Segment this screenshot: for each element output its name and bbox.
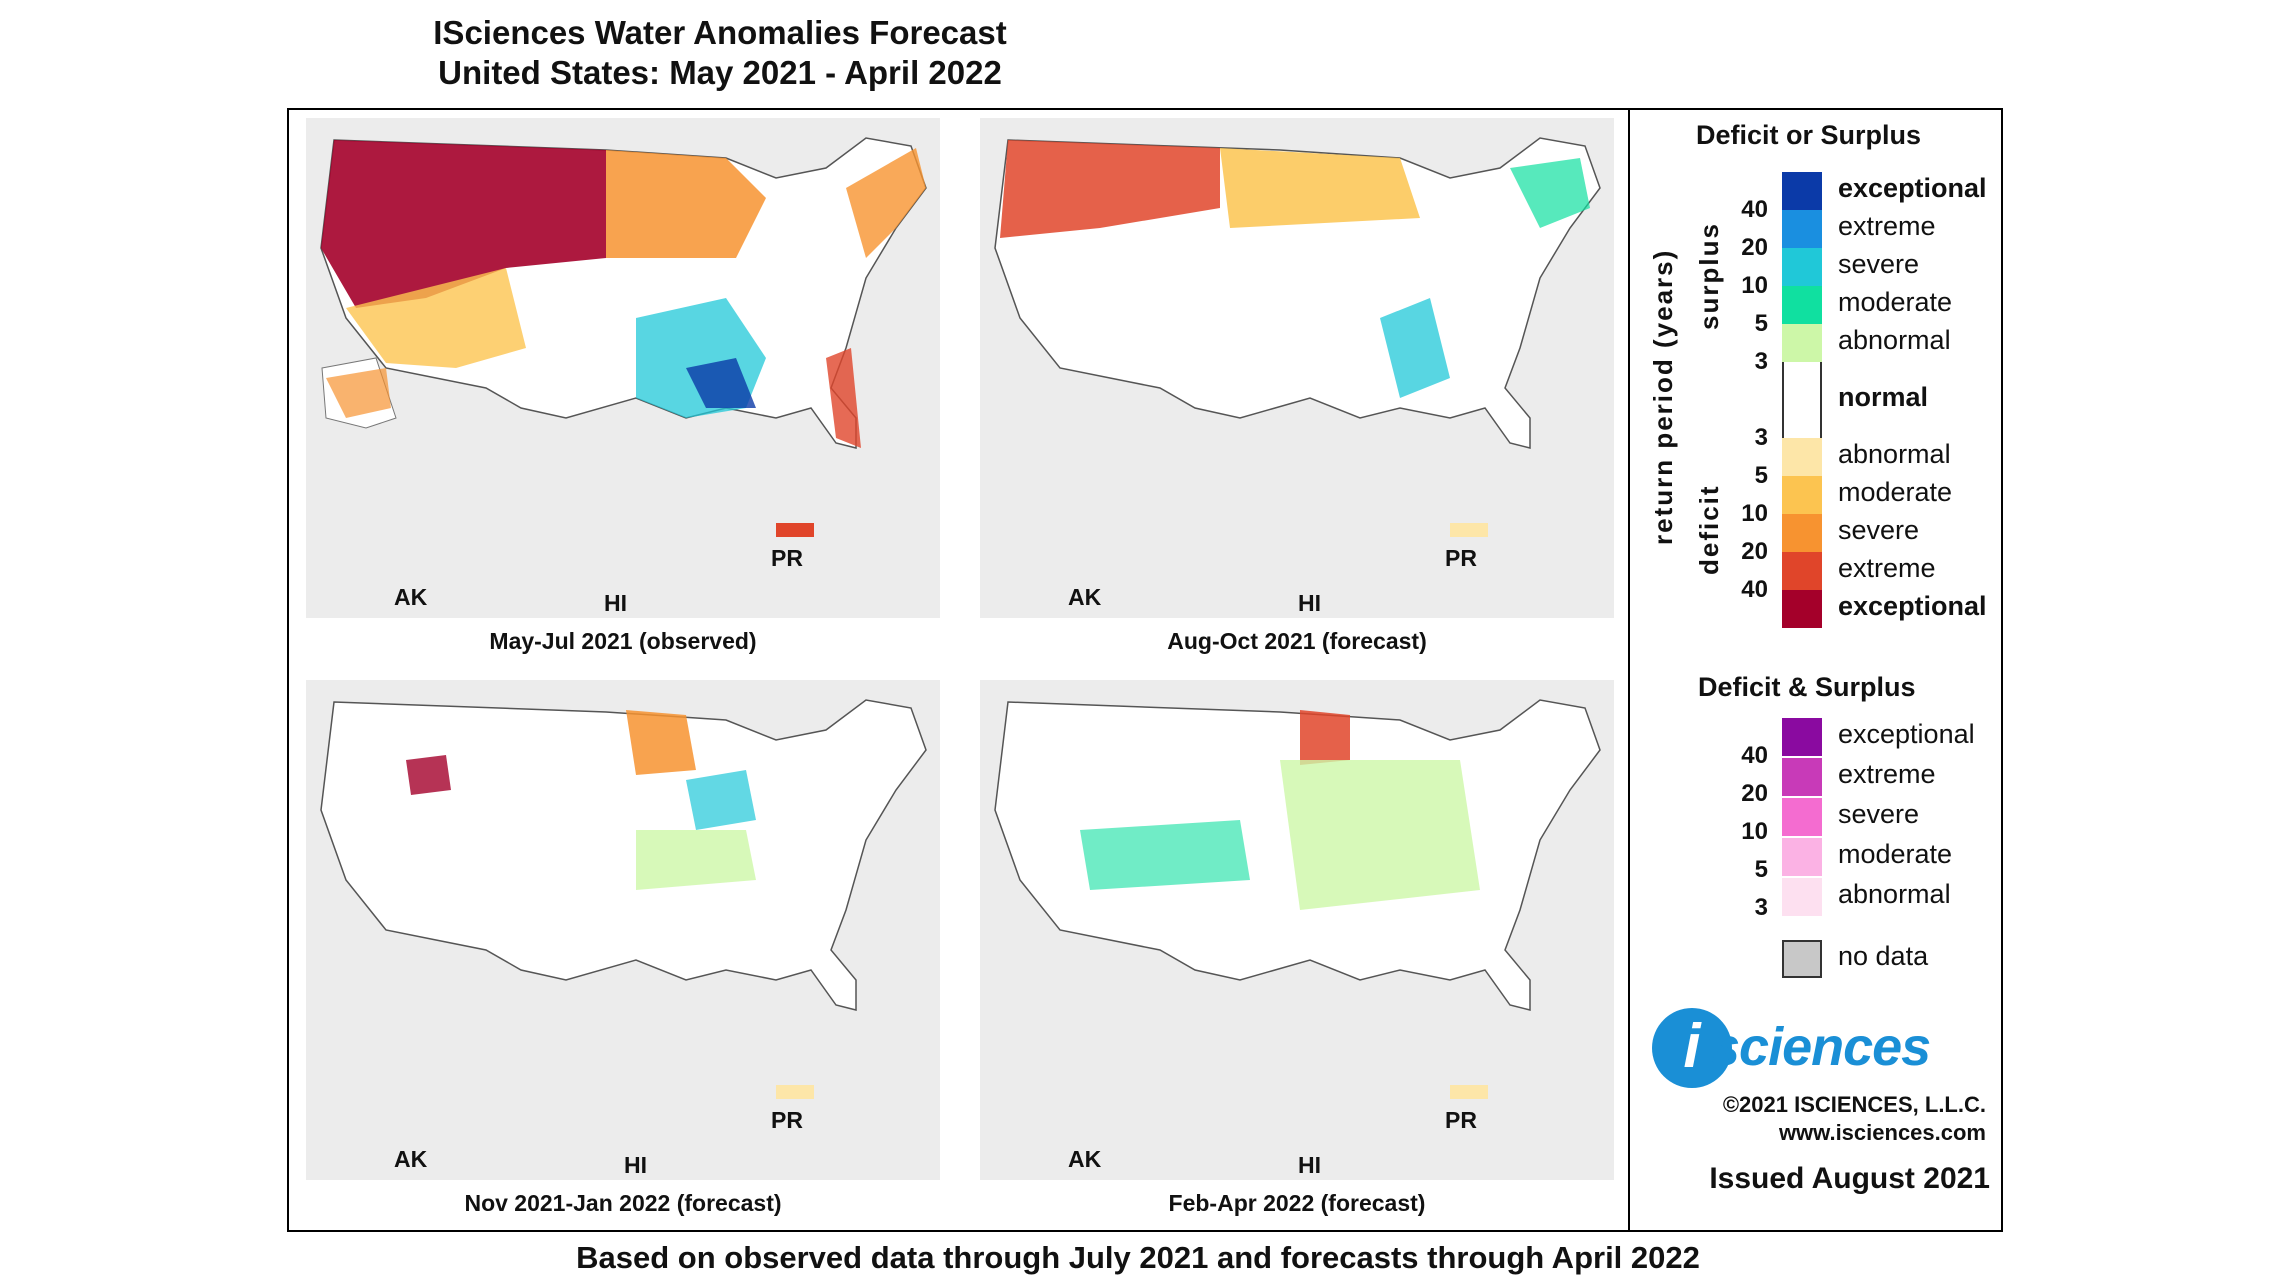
num-surplus-40: 40 <box>1741 196 1768 223</box>
website: www.isciences.com <box>1778 1120 1986 1145</box>
swatch-both-abnormal <box>1782 878 1822 916</box>
isciences-logo-text: sciences <box>1710 1017 1931 1077</box>
num-both-3: 3 <box>1754 894 1768 921</box>
issued-date: Issued August 2021 <box>1709 1162 1990 1195</box>
label-pr-p1: PR <box>771 545 803 571</box>
swatch-both-exceptional <box>1782 718 1822 756</box>
caption-p2: Aug-Oct 2021 (forecast) <box>1167 628 1427 654</box>
swatch-deficit-abnormal <box>1782 438 1822 476</box>
us-map-aug-oct <box>994 137 1601 537</box>
caption-p4: Feb-Apr 2022 (forecast) <box>1168 1190 1426 1216</box>
label-hi-p1: HI <box>604 590 627 616</box>
num-deficit-40: 40 <box>1741 576 1768 603</box>
label-both-abnormal: abnormal <box>1838 879 1951 909</box>
num-both-10: 10 <box>1741 818 1768 845</box>
label-ak-p2: AK <box>1068 584 1102 610</box>
swatch-normal <box>1782 362 1822 438</box>
num-deficit-5: 5 <box>1754 462 1768 489</box>
label-hi-p4: HI <box>1298 1152 1321 1178</box>
caption-p1: May-Jul 2021 (observed) <box>489 628 757 654</box>
label-deficit-extreme: extreme <box>1838 553 1936 583</box>
label-both-extreme: extreme <box>1838 759 1936 789</box>
label-surplus-severe: severe <box>1838 249 1920 279</box>
panel-may-jul-2021 <box>306 118 940 618</box>
label-both-exceptional: exceptional <box>1838 719 1975 749</box>
label-pr-p3: PR <box>771 1107 803 1133</box>
label-surplus-moderate: moderate <box>1838 287 1953 317</box>
legend-divider <box>1628 108 1630 1232</box>
label-both-severe: severe <box>1838 799 1920 829</box>
num-both-5: 5 <box>1754 856 1768 883</box>
us-map-feb-apr <box>994 699 1601 1099</box>
swatch-both-moderate <box>1782 838 1822 876</box>
swatch-deficit-extreme <box>1782 552 1822 590</box>
swatch-surplus-abnormal <box>1782 324 1822 362</box>
swatch-deficit-severe <box>1782 514 1822 552</box>
legend-heading-deficit-and-surplus: Deficit & Surplus <box>1698 672 1916 702</box>
nodata-swatch <box>1782 940 1822 978</box>
map-title-line1: ISciences Water Anomalies Forecast <box>433 14 1007 51</box>
us-map-may-jul <box>320 137 927 537</box>
label-surplus-exceptional: exceptional <box>1838 173 1987 203</box>
panel-feb-apr-2022 <box>980 680 1614 1180</box>
label-deficit-severe: severe <box>1838 515 1920 545</box>
label-hi-p2: HI <box>1298 590 1321 616</box>
panel-aug-oct-2021 <box>980 118 1614 618</box>
num-both-40: 40 <box>1741 742 1768 769</box>
label-ak-p3: AK <box>394 1146 428 1172</box>
label-surplus-extreme: extreme <box>1838 211 1936 241</box>
swatch-surplus-exceptional <box>1782 172 1822 210</box>
label-ak-p1: AK <box>394 584 428 610</box>
copyright: ©2021 ISCIENCES, L.L.C. <box>1722 1092 1986 1117</box>
map-frame <box>287 108 2003 1232</box>
num-surplus-20: 20 <box>1741 234 1768 261</box>
panel-nov-jan-2022 <box>306 680 940 1180</box>
legend-heading-deficit-or-surplus: Deficit or Surplus <box>1696 120 1922 150</box>
swatch-surplus-moderate <box>1782 286 1822 324</box>
label-deficit-exceptional: exceptional <box>1838 591 1987 621</box>
swatch-both-severe <box>1782 798 1822 836</box>
num-deficit-10: 10 <box>1741 500 1768 527</box>
num-surplus-10: 10 <box>1741 272 1768 299</box>
swatch-deficit-moderate <box>1782 476 1822 514</box>
us-map-nov-jan <box>320 699 927 1099</box>
swatch-surplus-extreme <box>1782 210 1822 248</box>
num-deficit-20: 20 <box>1741 538 1768 565</box>
isciences-logo-icon: i <box>1652 1008 1732 1088</box>
nodata-label: no data <box>1838 941 1929 971</box>
label-deficit-abnormal: abnormal <box>1838 439 1951 469</box>
swatch-surplus-severe <box>1782 248 1822 286</box>
label-pr-p2: PR <box>1445 545 1477 571</box>
swatch-both-extreme <box>1782 758 1822 796</box>
label-ak-p4: AK <box>1068 1146 1102 1172</box>
num-surplus-5: 5 <box>1754 310 1768 337</box>
label-hi-p3: HI <box>624 1152 647 1178</box>
bottom-note: Based on observed data through July 2021… <box>576 1240 1700 1275</box>
label-pr-p4: PR <box>1445 1107 1477 1133</box>
num-both-20: 20 <box>1741 780 1768 807</box>
map-title-line2: United States: May 2021 - April 2022 <box>438 54 1002 91</box>
num-deficit-3: 3 <box>1754 424 1768 451</box>
legend-axis-label: return period (years) <box>1648 248 1678 545</box>
label-surplus-abnormal: abnormal <box>1838 325 1951 355</box>
num-surplus-3: 3 <box>1754 348 1768 375</box>
caption-p3: Nov 2021-Jan 2022 (forecast) <box>464 1190 782 1216</box>
swatch-deficit-exceptional <box>1782 590 1822 628</box>
label-both-moderate: moderate <box>1838 839 1953 869</box>
label-deficit-moderate: moderate <box>1838 477 1953 507</box>
legend-normal-label: normal <box>1838 382 1929 412</box>
